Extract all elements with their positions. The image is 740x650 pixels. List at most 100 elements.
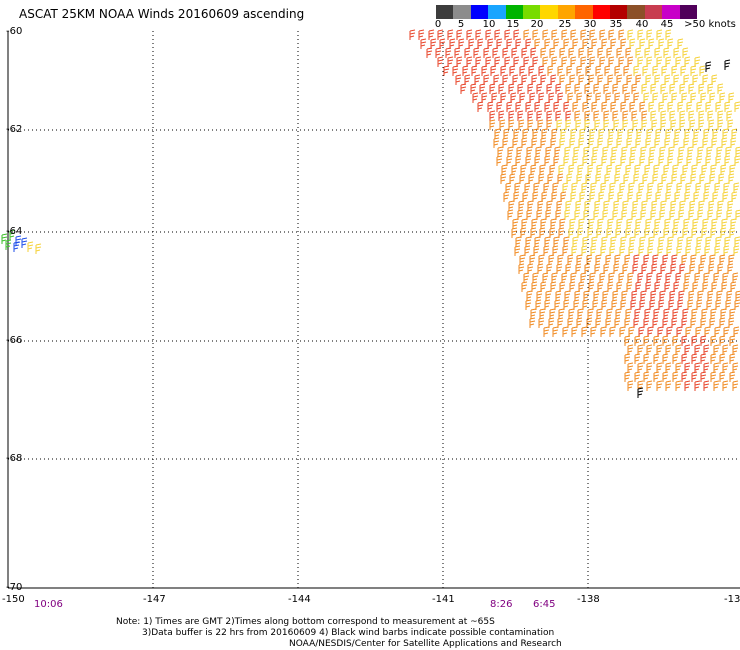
colorbar-label: 40 [635,19,649,30]
wind-barb [549,47,556,58]
wind-barb [552,326,559,337]
wind-barb [672,335,679,346]
wind-barb [663,227,670,238]
wind-barb [582,101,589,112]
wind-barb [663,308,670,319]
wind-barb [665,29,672,40]
wind-barb [483,47,490,58]
pass-time-label: 6:45 [533,599,556,610]
wind-barb [606,227,613,238]
wind-barb [672,353,679,364]
wind-barb [633,92,640,103]
wind-barb [645,137,652,148]
wind-barb [642,173,649,184]
wind-barb [593,209,600,220]
wind-barb [618,29,625,40]
wind-barb [557,317,564,328]
wind-barb [549,164,556,175]
wind-barb [525,38,532,49]
wind-barb [9,229,16,240]
wind-barb [646,272,653,283]
wind-barb [608,29,615,40]
wind-barb [702,281,709,292]
wind-barb [526,290,533,301]
wind-barb [669,209,676,220]
wind-barb [733,182,740,193]
wind-barb [611,299,618,310]
wind-barb [707,110,714,121]
wind-barb [601,236,608,247]
wind-barb [653,335,660,346]
wind-barb [496,155,503,166]
wind-barb [610,155,617,166]
wind-barb [651,200,658,211]
wind-barb [600,182,607,193]
wind-barb [722,362,729,373]
wind-barb [646,128,653,139]
wind-barb [544,155,551,166]
wind-barb [719,371,726,382]
wind-barb [590,326,597,337]
wind-barb [550,281,557,292]
wind-barb [605,254,612,265]
wind-barb [710,353,717,364]
wind-barb [473,47,480,58]
wind-barb [496,38,503,49]
wind-barb [713,344,720,355]
wind-barb [723,326,730,337]
wind-barb [669,110,676,121]
wind-barb [685,245,692,256]
wind-barb [546,110,553,121]
wind-barb [656,272,663,283]
wind-barb [508,200,515,211]
wind-barb [559,74,566,85]
wind-barb [682,227,689,238]
wind-barb [500,92,507,103]
wind-barb [727,119,734,130]
wind-barb [637,29,644,40]
wind-barb [721,137,728,148]
wind-barb [546,263,553,274]
wind-barb [506,101,513,112]
wind-barb [629,155,636,166]
wind-barb [689,263,696,274]
wind-barb [643,92,650,103]
wind-barb [534,101,541,112]
wind-barb [625,308,632,319]
wind-barb [624,92,631,103]
wind-barb [584,119,591,130]
wind-barb [576,317,583,328]
wind-barb [722,128,729,139]
wind-barb [618,56,625,67]
wind-barb [435,47,442,58]
wind-barb [673,281,680,292]
wind-barb [592,146,599,157]
wind-barb [540,281,547,292]
wind-barb [672,164,679,175]
wind-barb [595,254,602,265]
wind-barb [633,254,640,265]
wind-barb [659,290,666,301]
wind-barb [730,137,737,148]
wind-barb [554,299,561,310]
wind-barb [648,155,655,166]
wind-barb [492,47,499,58]
wind-barb [708,200,715,211]
wind-barb [664,137,671,148]
wind-barb [565,119,572,130]
wind-barb [456,29,463,40]
wind-barb [504,56,511,67]
wind-barb [489,110,496,121]
wind-barb [559,281,566,292]
wind-barb [665,344,672,355]
wind-barb [689,200,696,211]
wind-barb [498,110,505,121]
wind-barb [721,218,728,229]
wind-barb [563,101,570,112]
wind-barb [527,200,534,211]
wind-barb [576,65,583,76]
wind-barb [552,245,559,256]
wind-barb [603,83,610,94]
colorbar-swatch [662,5,680,19]
wind-barb [489,83,496,94]
